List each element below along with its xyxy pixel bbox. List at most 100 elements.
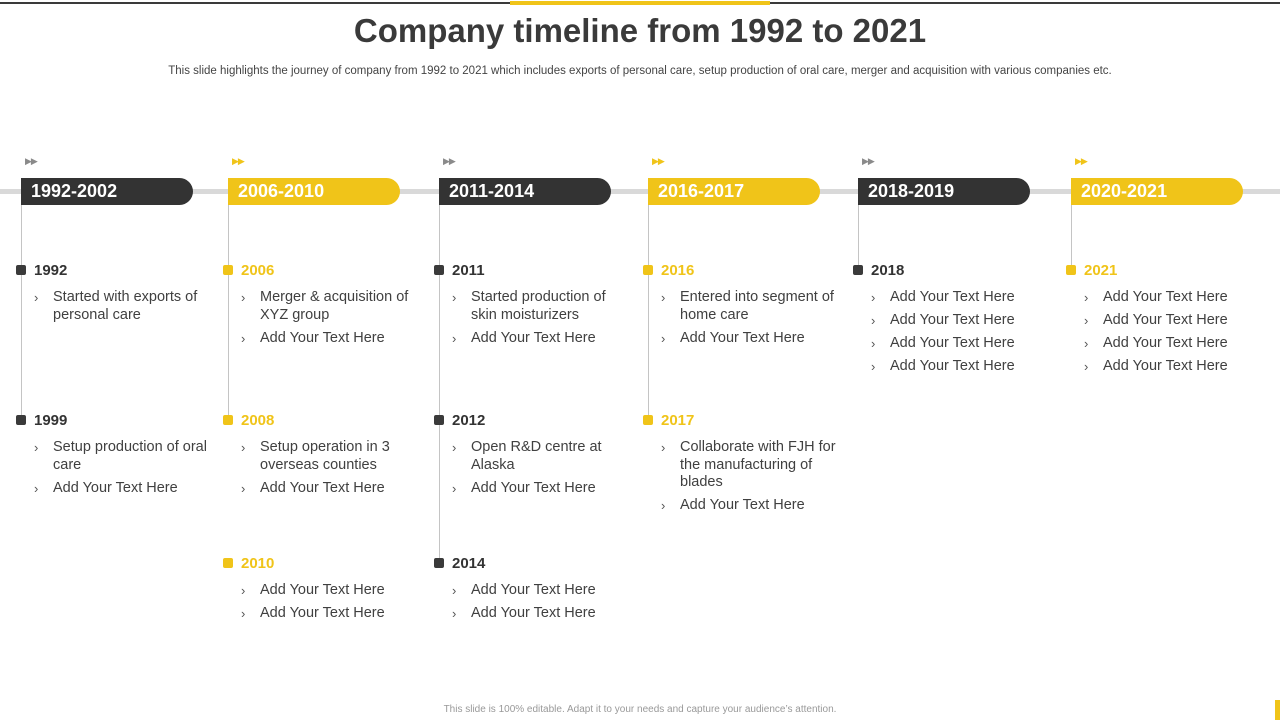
entry-bullet: › Started production of skin moisturizers (452, 289, 632, 324)
period-connector-line (228, 205, 229, 420)
year-marker-icon (853, 265, 863, 275)
chevron-right-icon: › (241, 583, 246, 598)
bullet-text: Add Your Text Here (680, 329, 805, 346)
bullet-text: Add Your Text Here (53, 479, 178, 496)
chevron-icon: ▶▶ (443, 156, 456, 166)
timeline-period: ▶▶ 1992-2002 1992 › Started with exports of … (16, 150, 221, 650)
period-connector-line (858, 205, 859, 270)
entry-bullet: › Add Your Text Here (871, 289, 1051, 307)
entry-year: 2011 (452, 262, 485, 279)
period-label: 2011-2014 (439, 178, 611, 205)
entry-bullet: › Add Your Text Here (661, 330, 841, 348)
chevron-right-icon: › (871, 336, 876, 351)
year-marker-icon (643, 415, 653, 425)
period-connector-line (648, 205, 649, 420)
entry-bullet-list: › Setup operation in 3 overseas counties ›… (241, 439, 421, 503)
chevron-right-icon: › (1084, 313, 1089, 328)
bullet-text: Add Your Text Here (471, 582, 596, 598)
slide-footer: This slide is 100% editable. Adapt it to… (443, 704, 837, 715)
chevron-right-icon: › (452, 440, 457, 455)
entry-year: 1999 (34, 412, 68, 429)
bullet-text: Add Your Text Here (260, 329, 385, 346)
bullet-text: Entered into segment of home care (680, 289, 834, 323)
slide-title: Company timeline from 1992 to 2021 (353, 12, 927, 49)
chevron-right-icon: › (661, 440, 666, 455)
year-marker-icon (16, 265, 26, 275)
entry-bullet: › Setup operation in 3 overseas counties (241, 439, 421, 474)
chevron-right-icon: › (661, 290, 666, 305)
bullet-text: Add Your Text Here (471, 605, 596, 621)
entry-year: 2012 (452, 412, 486, 429)
chevron-right-icon: › (452, 290, 457, 305)
entry-bullet: › Add Your Text Here (241, 480, 421, 498)
timeline-period: ▶▶ 2016-2017 2016 › Entered into segment of … (643, 150, 848, 650)
bullet-text: Open R&D centre at Alaska (471, 439, 602, 473)
bullet-text: Add Your Text Here (471, 329, 596, 346)
chevron-right-icon: › (241, 440, 246, 455)
entry-bullet: › Add Your Text Here (452, 605, 632, 623)
entry-year: 2017 (661, 412, 695, 429)
entry-year: 2014 (452, 555, 486, 572)
year-marker-icon (223, 558, 233, 568)
entry-bullet: › Add Your Text Here (241, 582, 421, 600)
entry-bullet: › Merger & acquisition of XYZ group (241, 289, 421, 324)
chevron-right-icon: › (241, 290, 246, 305)
bullet-text: Add Your Text Here (1103, 289, 1228, 305)
chevron-right-icon: › (1084, 290, 1089, 305)
timeline-period: ▶▶ 2020-2021 2021 › Add Your Text Here › Add Y… (1066, 150, 1271, 650)
corner-accent (1275, 700, 1280, 720)
entry-bullet: › Add Your Text Here (1084, 289, 1264, 307)
chevron-right-icon: › (34, 480, 39, 496)
year-marker-icon (643, 265, 653, 275)
bullet-text: Add Your Text Here (1103, 312, 1228, 328)
entry-bullet: › Add Your Text Here (34, 480, 214, 498)
entry-bullet: › Add Your Text Here (871, 312, 1051, 330)
year-marker-icon (434, 558, 444, 568)
chevron-right-icon: › (452, 583, 457, 598)
timeline-rail (0, 189, 1280, 194)
bullet-text: Add Your Text Here (260, 582, 385, 598)
period-label: 1992-2002 (21, 178, 193, 205)
chevron-icon: ▶▶ (25, 156, 38, 166)
entry-bullet-list: › Collaborate with FJH for the manufactur… (661, 439, 841, 520)
entry-bullet: › Add Your Text Here (661, 497, 841, 515)
bullet-text: Merger & acquisition of XYZ group (260, 289, 409, 323)
chevron-right-icon: › (1084, 336, 1089, 351)
year-marker-icon (16, 415, 26, 425)
period-label: 2018-2019 (858, 178, 1030, 205)
entry-bullet: › Add Your Text Here (241, 330, 421, 348)
chevron-right-icon: › (452, 330, 457, 346)
bullet-text: Add Your Text Here (890, 312, 1015, 328)
timeline-period: ▶▶ 2018-2019 2018 › Add Your Text Here › Add Y… (853, 150, 1058, 650)
entry-year: 2008 (241, 412, 275, 429)
entry-bullet-list: › Add Your Text Here › Add Your Text Here › A… (1084, 289, 1264, 381)
bullet-text: Add Your Text Here (260, 479, 385, 496)
entry-year: 2018 (871, 262, 905, 279)
chevron-right-icon: › (871, 313, 876, 328)
chevron-right-icon: › (661, 498, 666, 513)
bullet-text: Add Your Text Here (890, 358, 1015, 374)
year-marker-icon (223, 265, 233, 275)
chevron-right-icon: › (241, 480, 246, 496)
chevron-icon: ▶▶ (862, 156, 875, 166)
year-marker-icon (434, 265, 444, 275)
top-accent-bar (510, 1, 770, 5)
year-marker-icon (1066, 265, 1076, 275)
entry-bullet: › Open R&D centre at Alaska (452, 439, 632, 474)
chevron-right-icon: › (1084, 359, 1089, 374)
entry-year: 1992 (34, 262, 68, 279)
timeline-period: ▶▶ 2011-2014 2011 › Started production of sk… (434, 150, 639, 650)
chevron-right-icon: › (661, 330, 666, 346)
chevron-right-icon: › (34, 290, 39, 305)
chevron-right-icon: › (241, 606, 246, 621)
period-connector-line (1071, 205, 1072, 270)
chevron-right-icon: › (871, 359, 876, 374)
chevron-icon: ▶▶ (652, 156, 665, 166)
bullet-text: Add Your Text Here (1103, 335, 1228, 351)
bullet-text: Started production of skin moisturizers (471, 289, 606, 323)
entry-bullet-list: › Add Your Text Here › Add Your Text Here › A… (871, 289, 1051, 381)
chevron-icon: ▶▶ (1075, 156, 1088, 166)
slide-subtitle: This slide highlights the journey of com… (168, 65, 1112, 77)
bullet-text: Add Your Text Here (260, 605, 385, 621)
chevron-right-icon: › (871, 290, 876, 305)
